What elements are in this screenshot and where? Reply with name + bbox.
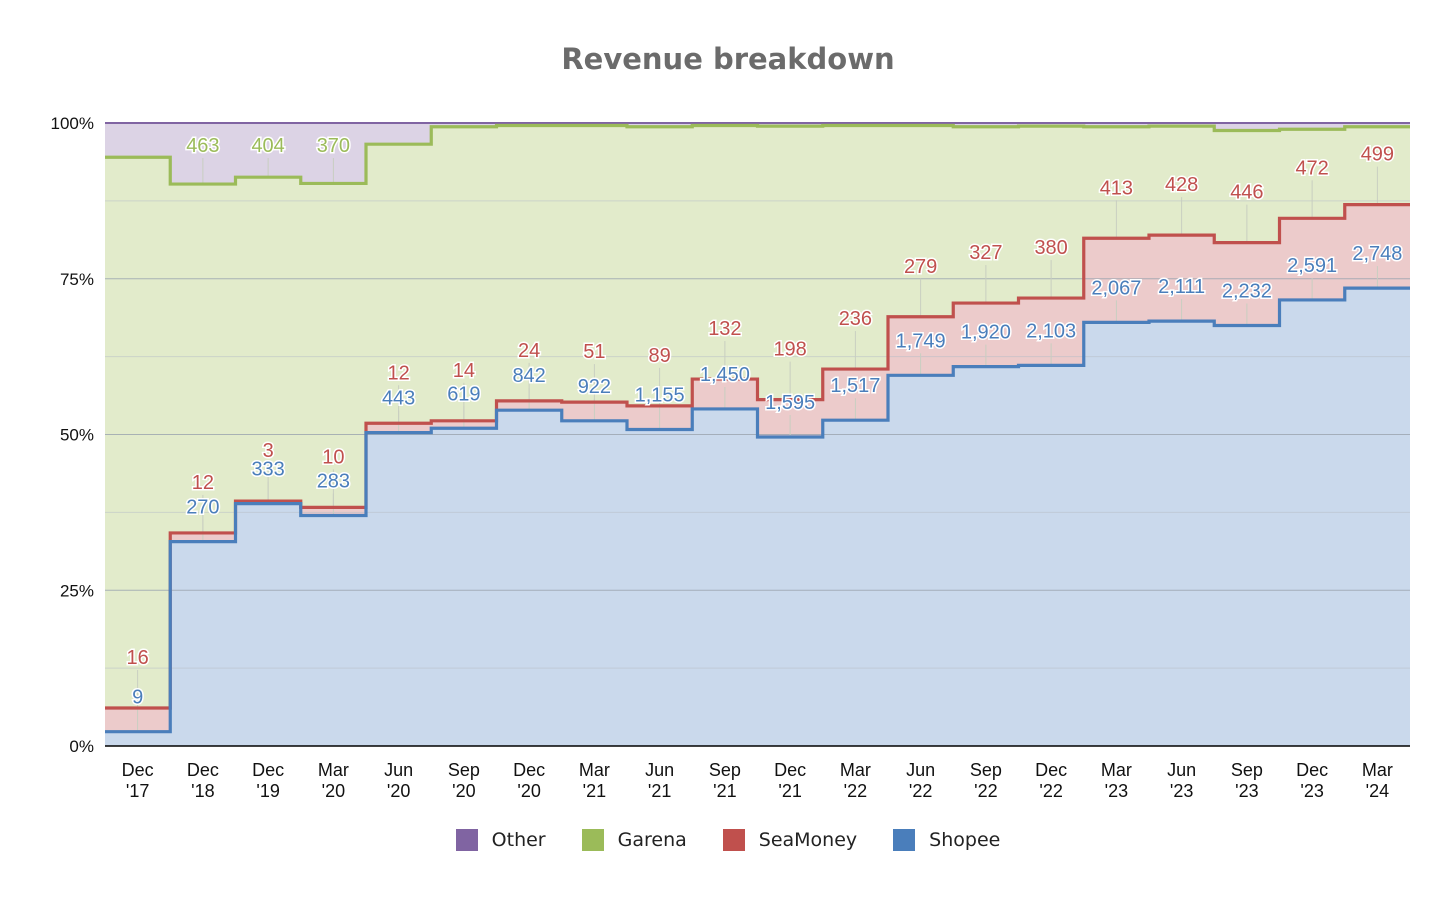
data-label-shopee: 9	[132, 687, 143, 709]
data-label-shopee: 1,595	[765, 392, 815, 414]
data-label-seamoney: 198	[773, 339, 806, 361]
data-label-shopee: 1,920	[961, 322, 1011, 344]
data-label-shopee: 619	[447, 383, 480, 405]
data-label-shopee: 2,232	[1222, 280, 1272, 302]
data-label-shopee: 2,067	[1091, 277, 1141, 299]
data-label-shopee: 1,450	[700, 364, 750, 386]
x-tick-label: Dec '23	[1296, 760, 1328, 801]
series-line-seamoney	[105, 203, 1410, 710]
series-lines	[105, 122, 1410, 734]
data-label-seamoney: 472	[1295, 157, 1328, 179]
data-label-seamoney: 14	[453, 360, 475, 382]
data-label-garena: 370	[317, 135, 350, 157]
data-label-seamoney: 12	[192, 472, 214, 494]
legend-swatch	[893, 829, 916, 851]
data-label-shopee: 283	[317, 470, 350, 492]
data-label-shopee: 1,155	[635, 385, 685, 407]
data-label-seamoney: 428	[1165, 174, 1198, 196]
y-tick-label: 0%	[69, 737, 94, 756]
data-label-shopee: 1,749	[896, 330, 946, 352]
y-axis-ticks: 0% 25% 50% 75% 100%	[51, 114, 94, 756]
label-leaders	[137, 158, 1378, 732]
series-line-shopee	[105, 286, 1410, 734]
series-line-garena	[105, 123, 1410, 186]
y-tick-label: 25%	[60, 581, 94, 600]
data-label-garena: 463	[186, 135, 219, 157]
legend-item-shopee: Shopee	[893, 829, 1000, 851]
x-tick-label: Sep '21	[709, 760, 741, 801]
y-tick-label: 50%	[60, 426, 94, 445]
data-label-shopee: 922	[578, 376, 611, 398]
x-tick-label: Sep '23	[1231, 760, 1263, 801]
data-label-seamoney: 89	[649, 345, 671, 367]
legend-label: Shopee	[929, 829, 1001, 851]
data-label-shopee: 270	[186, 497, 219, 519]
data-label-seamoney: 132	[708, 318, 741, 340]
data-labels: 9 270 333 283 443 619 842 922 1,155 1,450 1,595 1,5…	[125, 134, 1404, 711]
legend-item-seamoney: SeaMoney	[722, 829, 858, 851]
x-tick-label: Dec '21	[774, 760, 806, 801]
x-tick-label: Mar '22	[840, 760, 871, 801]
area-shopee	[105, 288, 1410, 746]
legend-label: Garena	[617, 829, 687, 851]
y-tick-label: 75%	[60, 270, 94, 289]
data-label-shopee: 2,103	[1026, 320, 1076, 342]
data-label-seamoney: 51	[583, 341, 605, 363]
chart-title: Revenue breakdown	[561, 42, 895, 76]
data-label-seamoney: 236	[839, 308, 872, 330]
legend-swatch	[581, 829, 604, 851]
legend-item-garena: Garena	[581, 829, 687, 851]
data-label-seamoney: 3	[263, 440, 274, 462]
x-tick-label: Jun '20	[384, 760, 413, 801]
data-label-seamoney: 380	[1034, 237, 1067, 259]
x-tick-label: Jun '23	[1167, 760, 1196, 801]
data-label-seamoney: 499	[1361, 144, 1394, 166]
data-label-seamoney: 327	[969, 242, 1002, 264]
x-tick-label: Mar '20	[318, 760, 349, 801]
x-tick-label: Dec '17	[122, 760, 154, 801]
data-label-shopee: 1,517	[830, 375, 880, 397]
x-tick-label: Jun '21	[645, 760, 674, 801]
y-tick-label: 100%	[51, 114, 94, 133]
data-label-seamoney: 446	[1230, 182, 1263, 204]
x-axis-ticks: Dec '17 Dec '18 Dec '19 Mar '20 Jun '20 Sep '20 Dec '…	[122, 760, 1393, 801]
legend-label: Other	[491, 829, 546, 851]
x-tick-label: Jun '22	[906, 760, 935, 801]
data-label-seamoney: 12	[388, 362, 410, 384]
data-label-seamoney: 24	[518, 340, 540, 362]
data-label-shopee: 2,748	[1352, 243, 1402, 265]
data-label-shopee: 2,591	[1287, 255, 1337, 277]
legend: Other Garena SeaMoney Shopee	[0, 829, 1456, 851]
x-tick-label: Mar '24	[1362, 760, 1393, 801]
x-tick-label: Sep '20	[448, 760, 480, 801]
legend-label: SeaMoney	[758, 829, 858, 851]
x-tick-label: Mar '23	[1101, 760, 1132, 801]
x-tick-label: Dec '19	[252, 760, 284, 801]
data-label-seamoney: 413	[1100, 177, 1133, 199]
data-label-seamoney: 16	[127, 647, 149, 669]
x-tick-label: Dec '18	[187, 760, 219, 801]
data-label-shopee: 333	[251, 459, 284, 481]
x-tick-label: Dec '22	[1035, 760, 1067, 801]
legend-item-other: Other	[455, 829, 546, 851]
data-label-seamoney: 10	[322, 446, 344, 468]
legend-swatch	[455, 829, 478, 851]
data-label-shopee: 842	[512, 365, 545, 387]
x-tick-label: Dec '20	[513, 760, 545, 801]
data-label-shopee: 2,111	[1158, 276, 1205, 298]
x-tick-label: Sep '22	[970, 760, 1002, 801]
data-label-seamoney: 279	[904, 256, 937, 278]
x-tick-label: Mar '21	[579, 760, 610, 801]
data-label-garena: 404	[251, 135, 284, 157]
data-label-shopee: 443	[382, 388, 415, 410]
legend-swatch	[722, 829, 745, 851]
